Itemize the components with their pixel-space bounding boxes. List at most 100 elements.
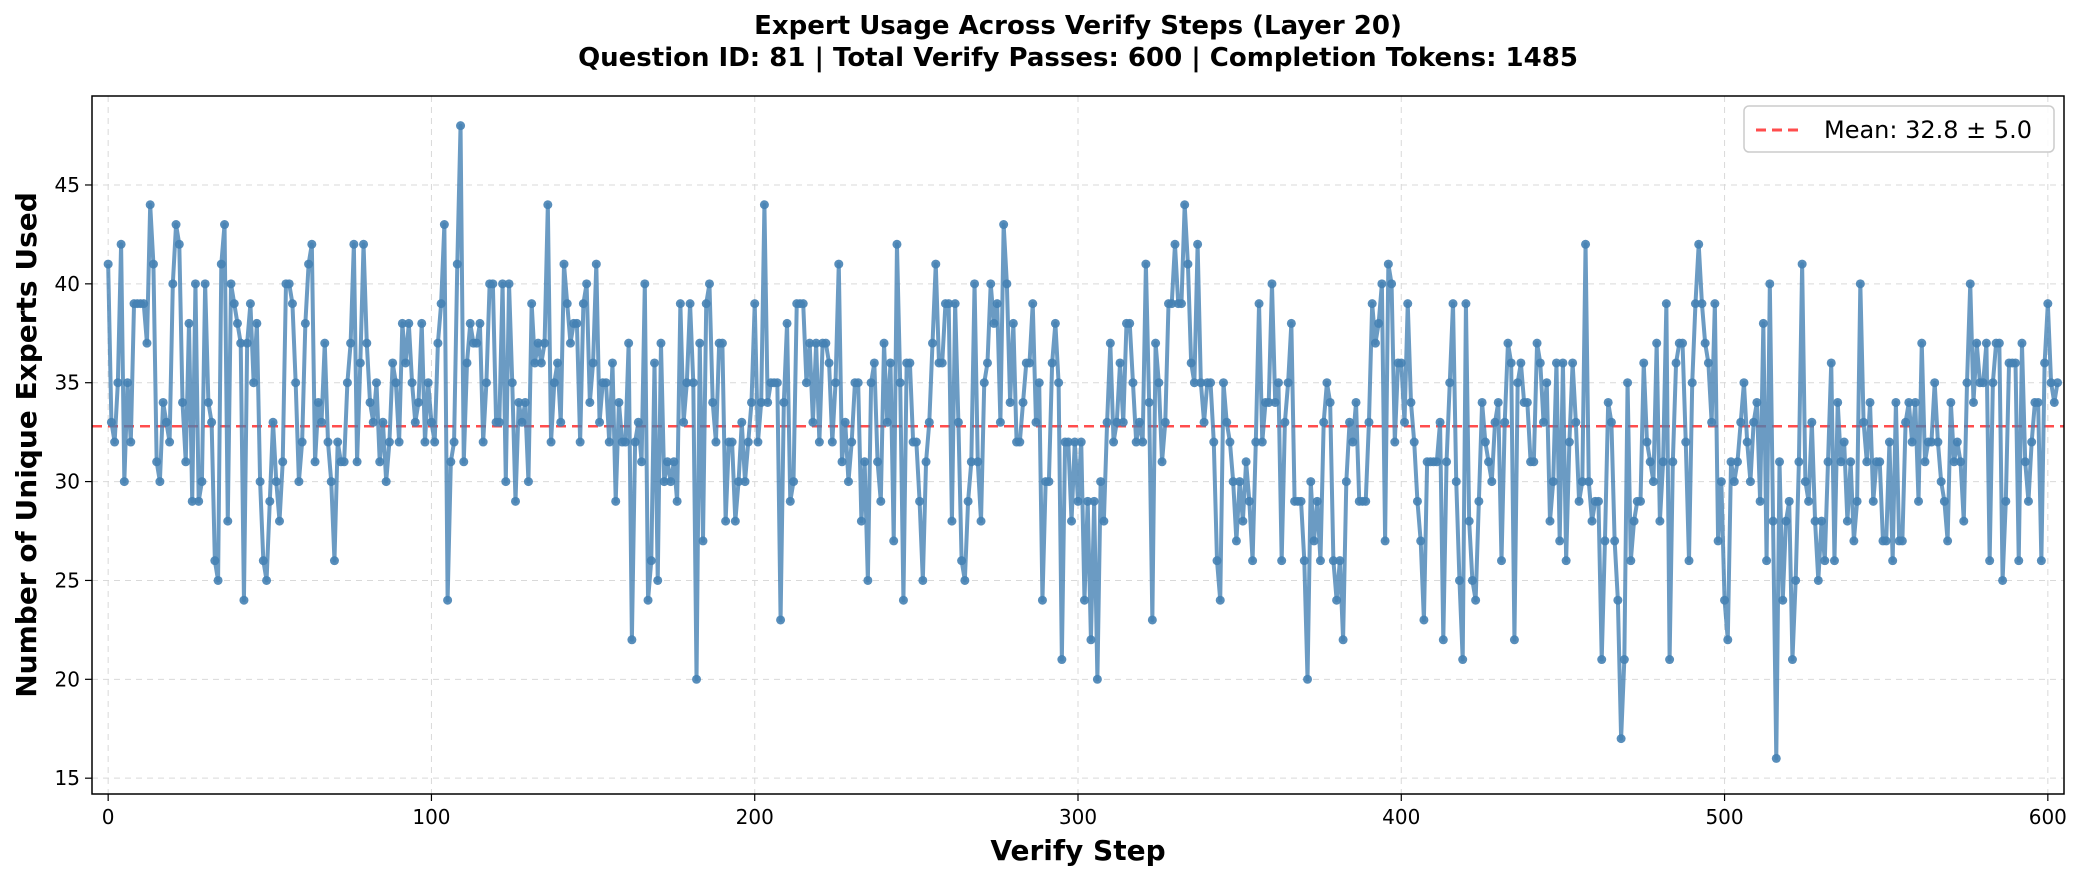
x-axis-ticks: 0 100 200 300 400 500 600 — [102, 794, 2067, 829]
data-point — [1396, 358, 1406, 368]
data-point — [1626, 556, 1636, 566]
data-point — [1154, 378, 1164, 388]
data-point — [1073, 496, 1083, 506]
data-point — [1464, 516, 1474, 526]
data-point — [268, 417, 278, 427]
data-point — [1994, 338, 2004, 348]
data-point — [640, 279, 650, 289]
data-point — [1758, 318, 1768, 328]
data-point — [213, 575, 223, 585]
data-point — [1147, 615, 1157, 625]
data-point — [588, 358, 598, 368]
data-point — [1037, 595, 1047, 605]
data-point — [423, 378, 433, 388]
data-point — [1668, 457, 1678, 467]
data-point — [533, 338, 543, 348]
data-point — [646, 556, 656, 566]
data-point — [284, 279, 294, 289]
data-point — [873, 457, 883, 467]
data-point — [1348, 437, 1358, 447]
data-point — [1312, 496, 1322, 506]
legend: Mean: 32.8 ± 5.0 — [1743, 105, 2055, 153]
data-point — [2046, 378, 2056, 388]
data-point — [1755, 496, 1765, 506]
data-point — [905, 358, 915, 368]
data-point — [148, 259, 158, 269]
data-point — [378, 417, 388, 427]
series-line — [106, 123, 2060, 761]
data-point — [763, 397, 773, 407]
data-point — [346, 338, 356, 348]
y-tick-label: 35 — [55, 371, 80, 395]
data-point — [1836, 457, 1846, 467]
data-point — [1914, 496, 1924, 506]
data-point — [530, 358, 540, 368]
data-point — [2043, 299, 2053, 309]
data-point — [1888, 556, 1898, 566]
data-point — [1367, 299, 1377, 309]
data-point — [1852, 496, 1862, 506]
data-point — [776, 615, 786, 625]
data-point — [1244, 496, 1254, 506]
data-point — [504, 279, 514, 289]
data-point — [630, 437, 640, 447]
data-point — [517, 417, 527, 427]
data-point — [1509, 635, 1519, 645]
data-point — [1868, 496, 1878, 506]
data-point — [889, 536, 899, 546]
data-point — [145, 200, 155, 210]
data-point — [704, 279, 714, 289]
x-tick-label: 500 — [1705, 805, 1743, 829]
data-point — [1690, 299, 1700, 309]
data-point — [1403, 299, 1413, 309]
data-point — [207, 417, 217, 427]
data-point — [126, 437, 136, 447]
data-point — [110, 437, 120, 447]
data-point — [837, 457, 847, 467]
data-point — [1167, 299, 1177, 309]
data-point — [1296, 496, 1306, 506]
data-point — [1183, 259, 1193, 269]
data-point — [443, 595, 453, 605]
data-point — [1642, 437, 1652, 447]
data-point — [1568, 358, 1578, 368]
data-point — [2033, 397, 2043, 407]
data-point — [543, 200, 553, 210]
y-tick-label: 25 — [55, 568, 80, 592]
data-point — [446, 457, 456, 467]
data-point — [523, 477, 533, 487]
data-point — [1839, 437, 1849, 447]
data-point — [1002, 279, 1012, 289]
data-point — [498, 279, 508, 289]
data-point — [1467, 575, 1477, 585]
data-point — [368, 417, 378, 427]
data-point — [591, 259, 601, 269]
data-point — [1820, 556, 1830, 566]
data-point — [737, 417, 747, 427]
data-point — [1804, 496, 1814, 506]
data-point — [2020, 457, 2030, 467]
data-point — [1639, 358, 1649, 368]
data-point — [116, 239, 126, 249]
data-point — [1855, 279, 1865, 289]
data-point — [986, 279, 996, 289]
data-point — [759, 200, 769, 210]
data-point — [1939, 496, 1949, 506]
data-point — [2040, 358, 2050, 368]
data-point — [106, 417, 116, 427]
data-point — [666, 477, 676, 487]
data-point — [1681, 437, 1691, 447]
data-point — [1306, 477, 1316, 487]
data-point — [549, 378, 559, 388]
data-point — [1351, 397, 1361, 407]
data-point — [992, 299, 1002, 309]
data-point — [565, 338, 575, 348]
data-point — [1490, 417, 1500, 427]
data-point — [1548, 477, 1558, 487]
data-point — [1807, 417, 1817, 427]
data-point — [1412, 496, 1422, 506]
data-point — [892, 239, 902, 249]
data-point — [682, 378, 692, 388]
data-point — [811, 338, 821, 348]
data-point — [275, 516, 284, 526]
